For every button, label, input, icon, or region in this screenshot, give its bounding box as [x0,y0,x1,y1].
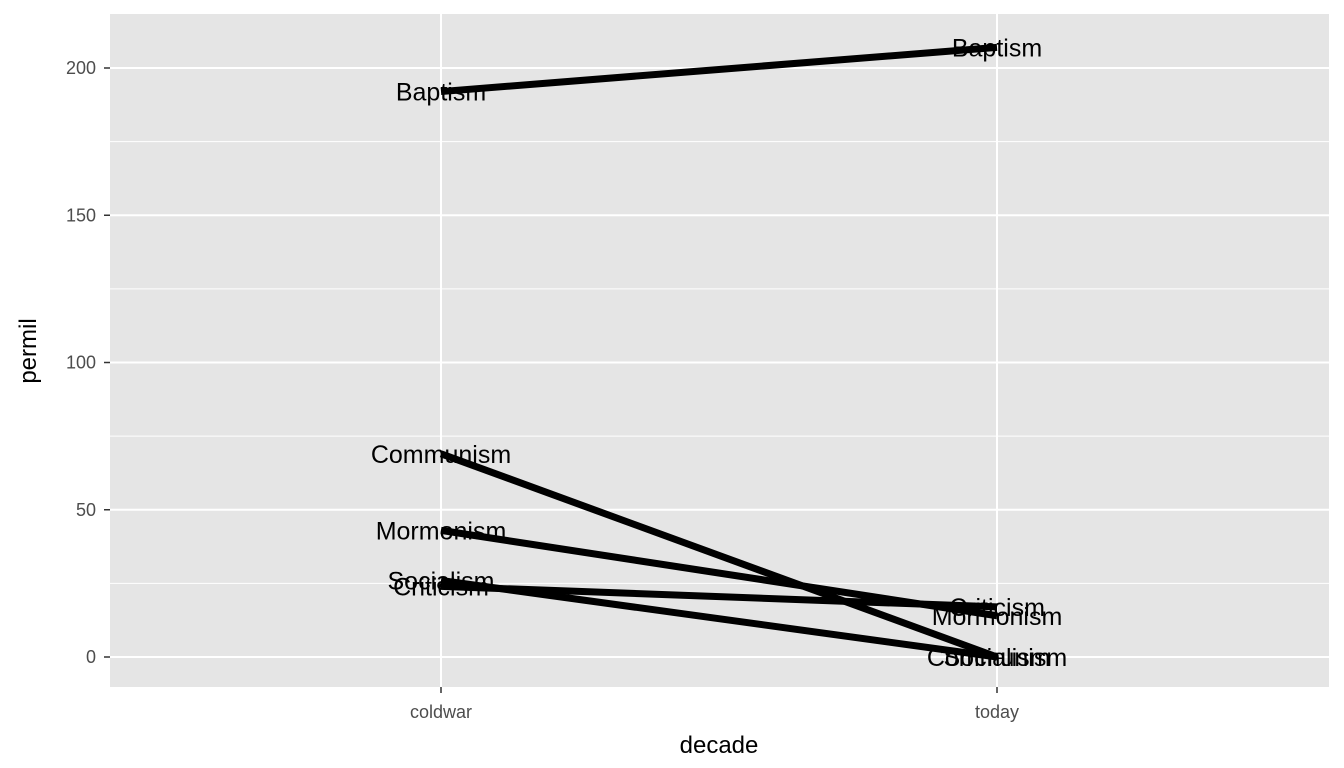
y-axis-title: permil [15,318,42,383]
x-axis-title: decade [680,732,759,759]
point-label-baptism: Baptism [952,34,1042,62]
y-tick-label: 0 [86,647,96,667]
x-tick-label: coldwar [410,702,472,722]
point-label-baptism: Baptism [396,79,486,107]
point-labels: Baptism Baptism Communism Communism Mormonis… [371,34,1067,672]
point-label-socialism: Socialism [388,567,495,595]
point-label-communism: Communism [371,441,511,469]
point-label-mormonism: Mormonism [376,517,507,545]
point-label-criticism: Criticism [949,594,1045,622]
series-lines [439,43,999,661]
x-tick-label: today [975,702,1019,722]
point-label-mormonism: Mormonism [932,603,1063,631]
point-label-communism: Communism [927,644,1067,672]
y-axis: 0 50 100 150 200 [66,58,110,667]
plot-panel [110,14,1329,687]
series-line-communism [439,450,999,661]
y-tick-label: 150 [66,205,96,225]
series-line-baptism [440,43,998,96]
y-tick-label: 200 [66,58,96,78]
y-tick-label: 50 [76,500,96,520]
point-label-socialism: Socialism [944,644,1051,672]
series-line-criticism [440,582,998,611]
x-axis: coldwar today [410,687,1019,722]
point-label-criticism: Criticism [393,573,489,601]
minor-gridlines [110,141,1329,584]
y-tick-label: 100 [66,353,96,373]
